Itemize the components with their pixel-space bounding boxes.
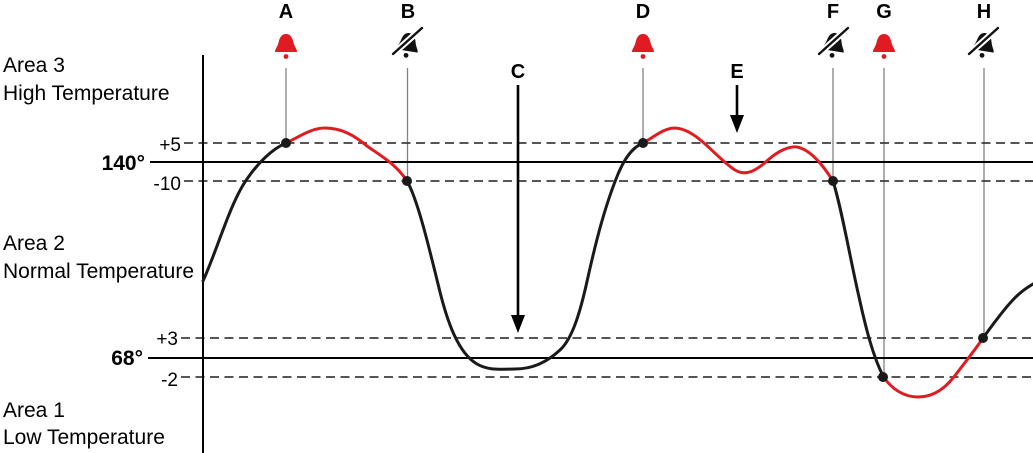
- event-dot-b: [402, 176, 412, 186]
- alarm-on-bell-icon-g: [873, 34, 895, 59]
- low-deadband-upper-label: +3: [156, 329, 178, 350]
- curve-segment-b-to-d: [405, 141, 645, 371]
- marker-label-d: D: [636, 1, 650, 23]
- area3-title: Area 3: [3, 54, 65, 77]
- curve-segment-a-to-b-alarm: [284, 126, 409, 183]
- high-deadband-lower-label: -10: [154, 174, 181, 195]
- event-dot-g: [878, 372, 888, 382]
- curve-segment-start-to-a: [201, 141, 288, 283]
- down-arrow-e: [730, 85, 744, 133]
- marker-label-b: B: [401, 1, 415, 23]
- marker-label-g: G: [876, 1, 892, 23]
- event-dot-a: [281, 138, 291, 148]
- area1-title: Area 1: [3, 399, 65, 422]
- curve-segment-g-to-h-alarm: [881, 336, 985, 399]
- curve-segment-d-to-f-alarm: [641, 126, 835, 183]
- alarm-off-bell-icon-b: [390, 25, 425, 58]
- area3-subtitle: High Temperature: [3, 82, 170, 105]
- alarm-on-bell-icon-a: [275, 34, 297, 59]
- curve-segment-f-to-g: [831, 179, 885, 378]
- marker-label-h: H: [977, 1, 991, 23]
- area2-title: Area 2: [3, 232, 65, 255]
- curve-segment-h-to-end: [981, 282, 1033, 340]
- marker-label-e: E: [730, 61, 743, 83]
- event-dot-d: [638, 138, 648, 148]
- high-deadband-upper-label: +5: [159, 135, 181, 156]
- marker-label-a: A: [279, 1, 293, 23]
- event-dot-f: [828, 176, 838, 186]
- low-setpoint-label: 68°: [111, 347, 143, 370]
- alarm-on-bell-icon-d: [632, 34, 654, 59]
- down-arrow-c: [511, 85, 525, 333]
- event-dot-h: [978, 333, 988, 343]
- area1-subtitle: Low Temperature: [3, 426, 165, 449]
- area2-subtitle: Normal Temperature: [3, 260, 194, 283]
- high-setpoint-label: 140°: [102, 152, 145, 175]
- alarm-off-bell-icon-h: [966, 25, 1001, 58]
- marker-label-f: F: [827, 1, 839, 23]
- low-deadband-lower-label: -2: [161, 370, 178, 391]
- marker-label-c: C: [511, 61, 525, 83]
- alarm-off-bell-icon-f: [816, 25, 851, 58]
